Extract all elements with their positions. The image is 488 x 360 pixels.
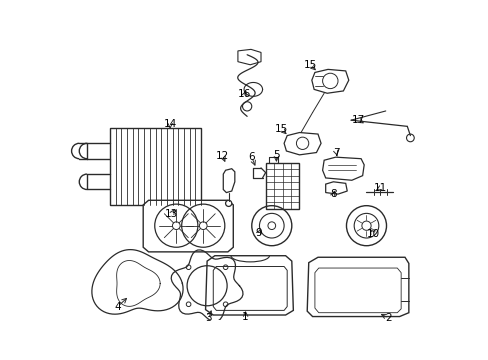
Polygon shape bbox=[205, 256, 293, 315]
Text: 9: 9 bbox=[255, 228, 262, 238]
Text: 15: 15 bbox=[275, 125, 288, 134]
Text: 3: 3 bbox=[205, 313, 211, 323]
Polygon shape bbox=[143, 200, 233, 252]
Text: 17: 17 bbox=[351, 115, 365, 125]
Circle shape bbox=[225, 200, 231, 206]
Text: 5: 5 bbox=[272, 150, 279, 160]
Text: 13: 13 bbox=[165, 209, 178, 219]
Polygon shape bbox=[223, 169, 234, 193]
Text: 4: 4 bbox=[114, 302, 121, 311]
Text: 8: 8 bbox=[329, 189, 336, 199]
Circle shape bbox=[361, 221, 370, 230]
Polygon shape bbox=[306, 257, 408, 316]
Text: 11: 11 bbox=[373, 183, 386, 193]
Polygon shape bbox=[284, 132, 321, 155]
Text: 16: 16 bbox=[238, 89, 251, 99]
Polygon shape bbox=[322, 157, 364, 180]
Bar bbox=[110, 128, 201, 205]
Text: 6: 6 bbox=[248, 152, 255, 162]
Text: 10: 10 bbox=[366, 229, 379, 239]
Text: 15: 15 bbox=[303, 60, 316, 70]
Text: 7: 7 bbox=[332, 148, 339, 158]
Bar bbox=[266, 163, 298, 209]
Polygon shape bbox=[325, 182, 346, 194]
Text: 12: 12 bbox=[215, 150, 229, 161]
Polygon shape bbox=[238, 49, 261, 65]
Text: 2: 2 bbox=[385, 313, 391, 323]
Text: 1: 1 bbox=[242, 311, 248, 321]
Text: 14: 14 bbox=[163, 119, 176, 129]
Polygon shape bbox=[311, 69, 348, 93]
